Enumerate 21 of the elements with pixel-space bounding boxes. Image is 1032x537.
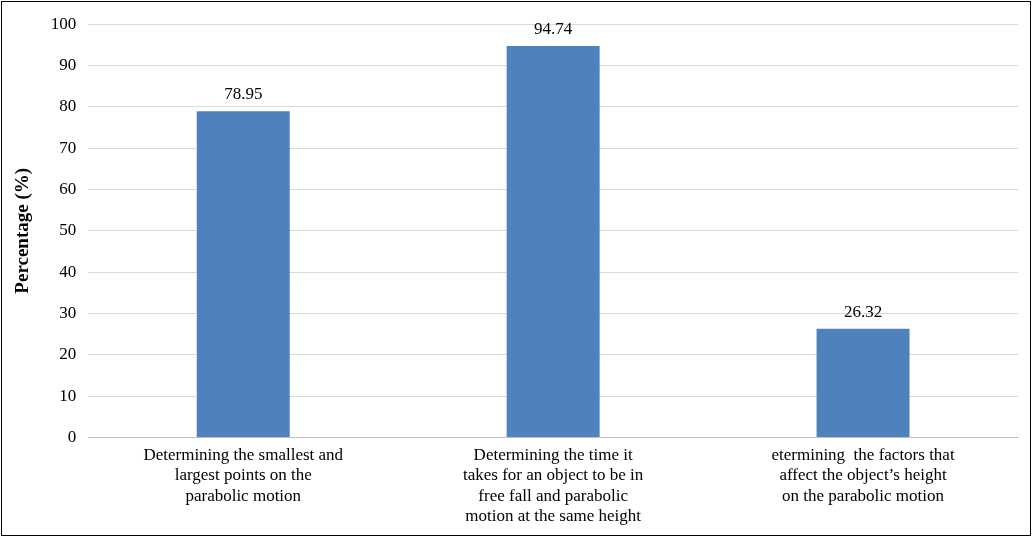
data-label: 94.74 (534, 18, 573, 38)
bar (816, 328, 910, 437)
y-tick-label: 100 (50, 13, 77, 33)
y-tick-label: 60 (59, 178, 77, 198)
x-tick-label: Determining the time it takes for an object to be in free fall and parabolic motion at the same height (462, 445, 644, 526)
y-tick-label: 50 (59, 220, 77, 240)
bar (196, 111, 290, 437)
bar (506, 45, 600, 437)
x-tick-label: etermining the factors that affect the object’s height on the parabolic motion (771, 445, 955, 505)
y-tick-label: 90 (59, 54, 77, 74)
y-tick-label: 40 (59, 261, 77, 281)
y-tick-label: 30 (59, 302, 77, 322)
y-tick-label: 80 (59, 96, 77, 116)
y-tick-label: 70 (59, 137, 77, 157)
x-tick-label: Determining the smallest and largest points on the parabolic motion (143, 445, 344, 505)
y-tick-label: 20 (59, 344, 77, 364)
data-label: 78.95 (224, 84, 263, 104)
data-label: 26.32 (843, 301, 883, 321)
y-tick-label: 10 (59, 385, 77, 405)
y-axis-title: Percentage (%) (11, 167, 34, 294)
y-tick-label: 0 (67, 426, 77, 446)
